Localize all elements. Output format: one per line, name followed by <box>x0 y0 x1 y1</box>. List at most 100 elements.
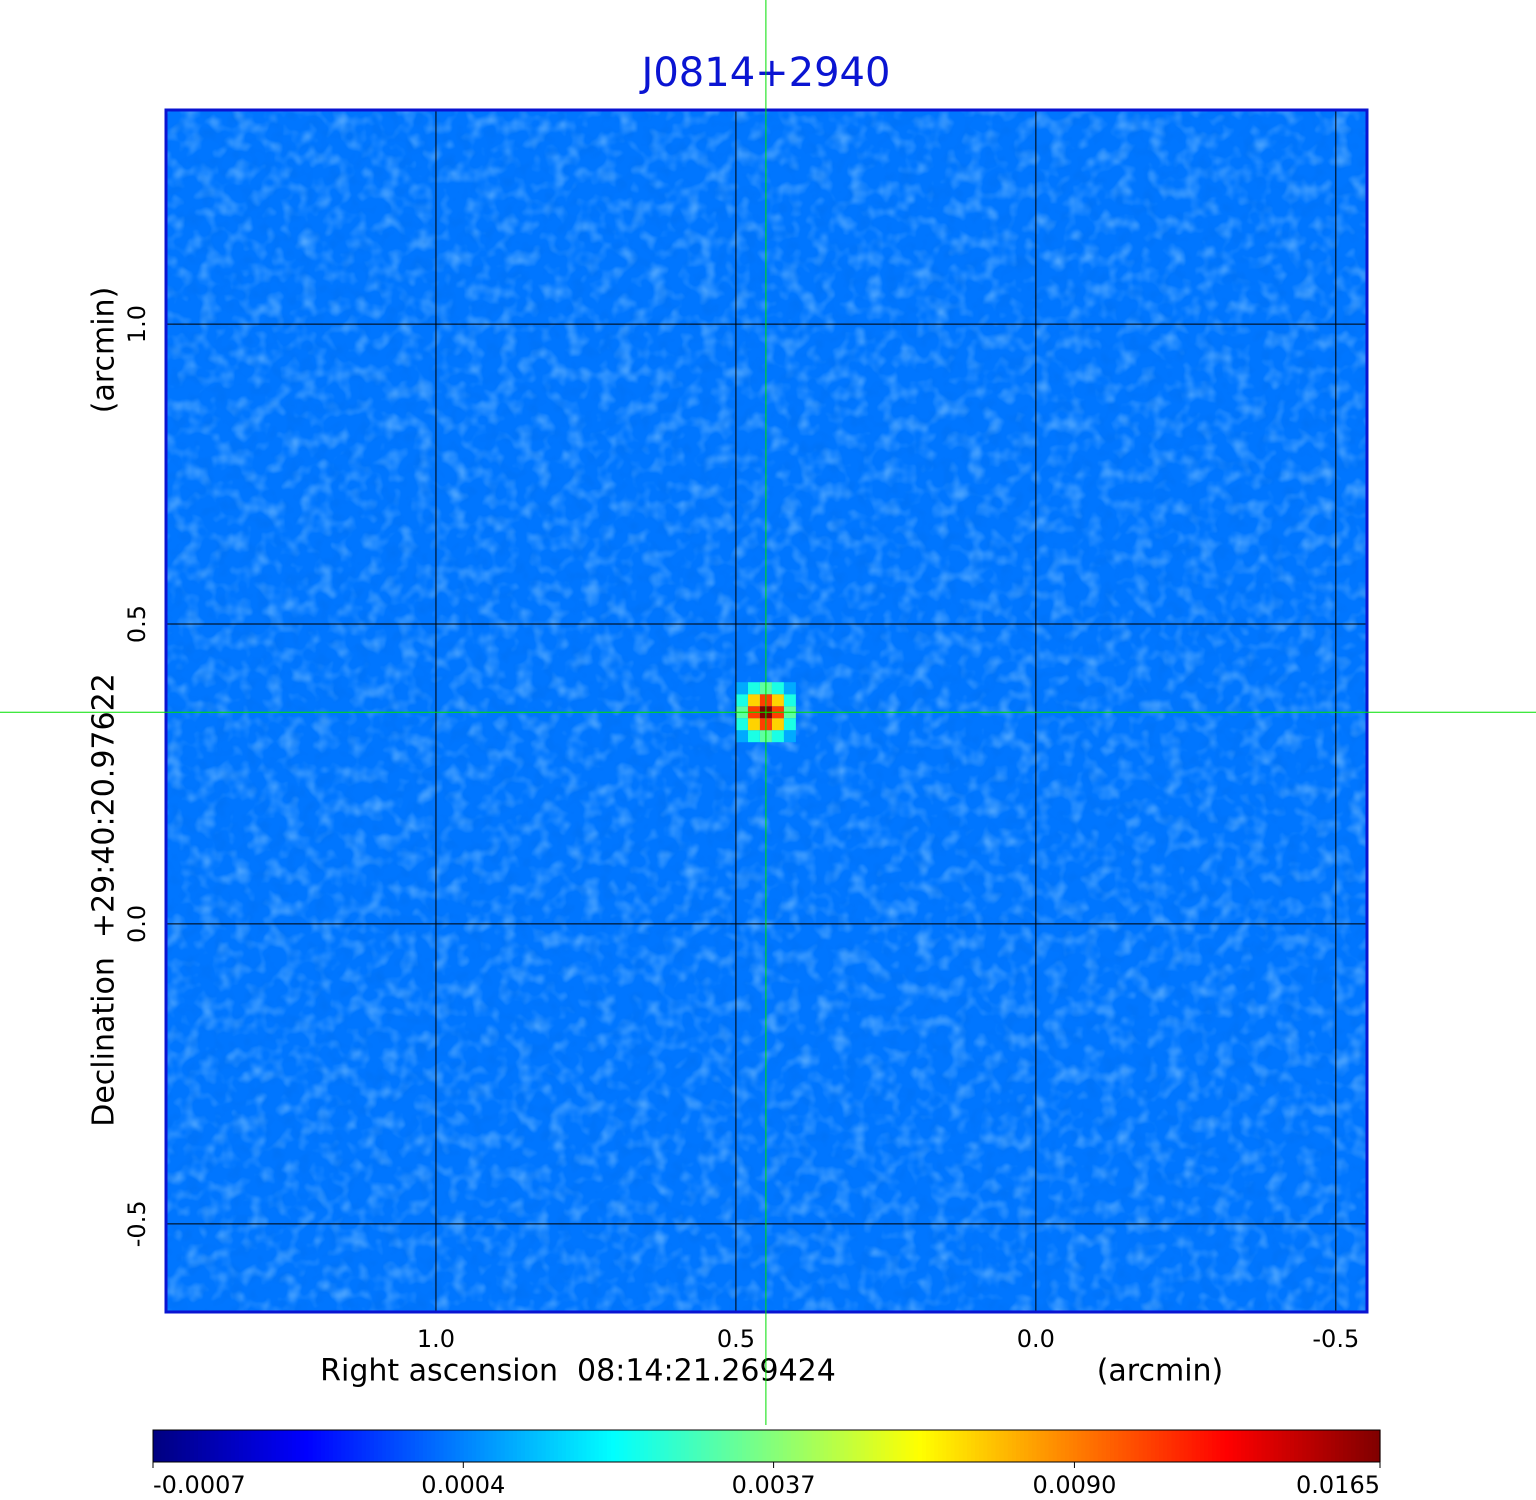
colorbar-segment <box>1277 1430 1283 1462</box>
colorbar-segment <box>1155 1430 1160 1462</box>
source-pixel <box>783 682 796 695</box>
colorbar-segment <box>1204 1430 1209 1462</box>
colorbar-segment <box>230 1430 236 1462</box>
colorbar-segment <box>602 1430 608 1462</box>
colorbar-segment <box>872 1430 878 1462</box>
colorbar-segment <box>238 1430 244 1462</box>
colorbar-segment <box>521 1430 526 1462</box>
colorbar-segment <box>1253 1430 1258 1462</box>
y-axis-unit: (arcmin) <box>87 287 122 414</box>
colorbar-segment <box>1367 1430 1373 1462</box>
y-tick-label: 1.0 <box>123 305 151 343</box>
colorbar-segment <box>1093 1430 1099 1462</box>
source-pixel <box>735 694 748 707</box>
colorbar-segment <box>259 1430 265 1462</box>
colorbar-segment <box>566 1430 571 1462</box>
colorbar-segment <box>1052 1430 1058 1462</box>
colorbar-segment <box>885 1430 890 1462</box>
colorbar-segment <box>803 1430 808 1462</box>
colorbar-segment <box>533 1430 539 1462</box>
colorbar-segment <box>971 1430 976 1462</box>
colorbar-segment <box>214 1430 220 1462</box>
colorbar-segment <box>836 1430 841 1462</box>
colorbar-segment <box>365 1430 371 1462</box>
colorbar-segment <box>234 1430 240 1462</box>
colorbar-segment <box>680 1430 686 1462</box>
colorbar-segment <box>864 1430 870 1462</box>
colorbar-segment <box>651 1430 657 1462</box>
colorbar-segment <box>811 1430 817 1462</box>
x-axis-unit: (arcmin) <box>1097 1354 1224 1389</box>
colorbar-segment <box>962 1430 968 1462</box>
colorbar-segment <box>1216 1430 1222 1462</box>
colorbar-segment <box>1003 1430 1009 1462</box>
colorbar-segment <box>570 1430 575 1462</box>
colorbar-segment <box>1208 1430 1213 1462</box>
plot-frame <box>164 108 1369 1314</box>
colorbar-segment <box>1007 1430 1013 1462</box>
colorbar-segment <box>758 1430 764 1462</box>
source-pixel <box>771 730 784 743</box>
colorbar-segment <box>1330 1430 1336 1462</box>
colorbar-segment <box>279 1430 285 1462</box>
colorbar-segment <box>606 1430 612 1462</box>
colorbar-segment <box>1298 1430 1303 1462</box>
colorbar-segment <box>418 1430 424 1462</box>
colorbar-segment <box>799 1430 804 1462</box>
colorbar-segment <box>717 1430 723 1462</box>
colorbar-segment <box>1343 1430 1348 1462</box>
colorbar-segment <box>463 1430 469 1462</box>
y-tick-label: -0.5 <box>123 1200 151 1247</box>
source-pixel <box>747 730 760 743</box>
colorbar-segment <box>1224 1430 1230 1462</box>
colorbar-segment <box>1240 1430 1246 1462</box>
colorbar-segment <box>328 1430 334 1462</box>
colorbar-segment <box>1183 1430 1189 1462</box>
colorbar-segment <box>615 1430 620 1462</box>
colorbar-segment <box>476 1430 481 1462</box>
colorbar-segment <box>1122 1430 1128 1462</box>
colorbar-segment <box>304 1430 310 1462</box>
x-tick-label: 1.0 <box>417 1325 455 1353</box>
colorbar-segment <box>950 1430 956 1462</box>
colorbar-segment <box>627 1430 633 1462</box>
chart-title: J0814+2940 <box>639 50 891 96</box>
colorbar-segment <box>860 1430 866 1462</box>
x-tick-label: 0.0 <box>1017 1325 1055 1353</box>
colorbar-segment <box>1175 1430 1181 1462</box>
source-pixel <box>747 682 760 695</box>
colorbar-segment <box>1146 1430 1152 1462</box>
colorbar-segment <box>631 1430 637 1462</box>
colorbar-segment <box>504 1430 510 1462</box>
colorbar-segment <box>1015 1430 1021 1462</box>
colorbar-segment <box>541 1430 547 1462</box>
colorbar-segment <box>1273 1430 1279 1462</box>
colorbar-segment <box>1126 1430 1132 1462</box>
colorbar-segment <box>897 1430 903 1462</box>
colorbar-segment <box>762 1430 768 1462</box>
colorbar-segment <box>296 1430 301 1462</box>
colorbar-segment <box>684 1430 690 1462</box>
colorbar-segment <box>831 1430 837 1462</box>
colorbar-segment <box>582 1430 588 1462</box>
colorbar-segment <box>337 1430 342 1462</box>
colorbar-segment <box>574 1430 579 1462</box>
colorbar-segment <box>529 1430 534 1462</box>
colorbar-segment <box>345 1430 350 1462</box>
colorbar-segment <box>512 1430 518 1462</box>
colorbar-segment <box>791 1430 796 1462</box>
colorbar-segment <box>664 1430 669 1462</box>
colorbar-segment <box>1326 1430 1332 1462</box>
colorbar-segment <box>909 1430 915 1462</box>
x-tick-label: -0.5 <box>1312 1325 1359 1353</box>
colorbar-segment <box>934 1430 939 1462</box>
colorbar-segment <box>410 1430 416 1462</box>
colorbar-segment <box>975 1430 980 1462</box>
colorbar-segment <box>467 1430 473 1462</box>
colorbar-segment <box>242 1430 248 1462</box>
colorbar-segment <box>979 1430 984 1462</box>
colorbar-segment <box>1134 1430 1140 1462</box>
colorbar-segment <box>1118 1430 1123 1462</box>
colorbar-segment <box>1355 1430 1361 1462</box>
colorbar-segment <box>823 1430 829 1462</box>
